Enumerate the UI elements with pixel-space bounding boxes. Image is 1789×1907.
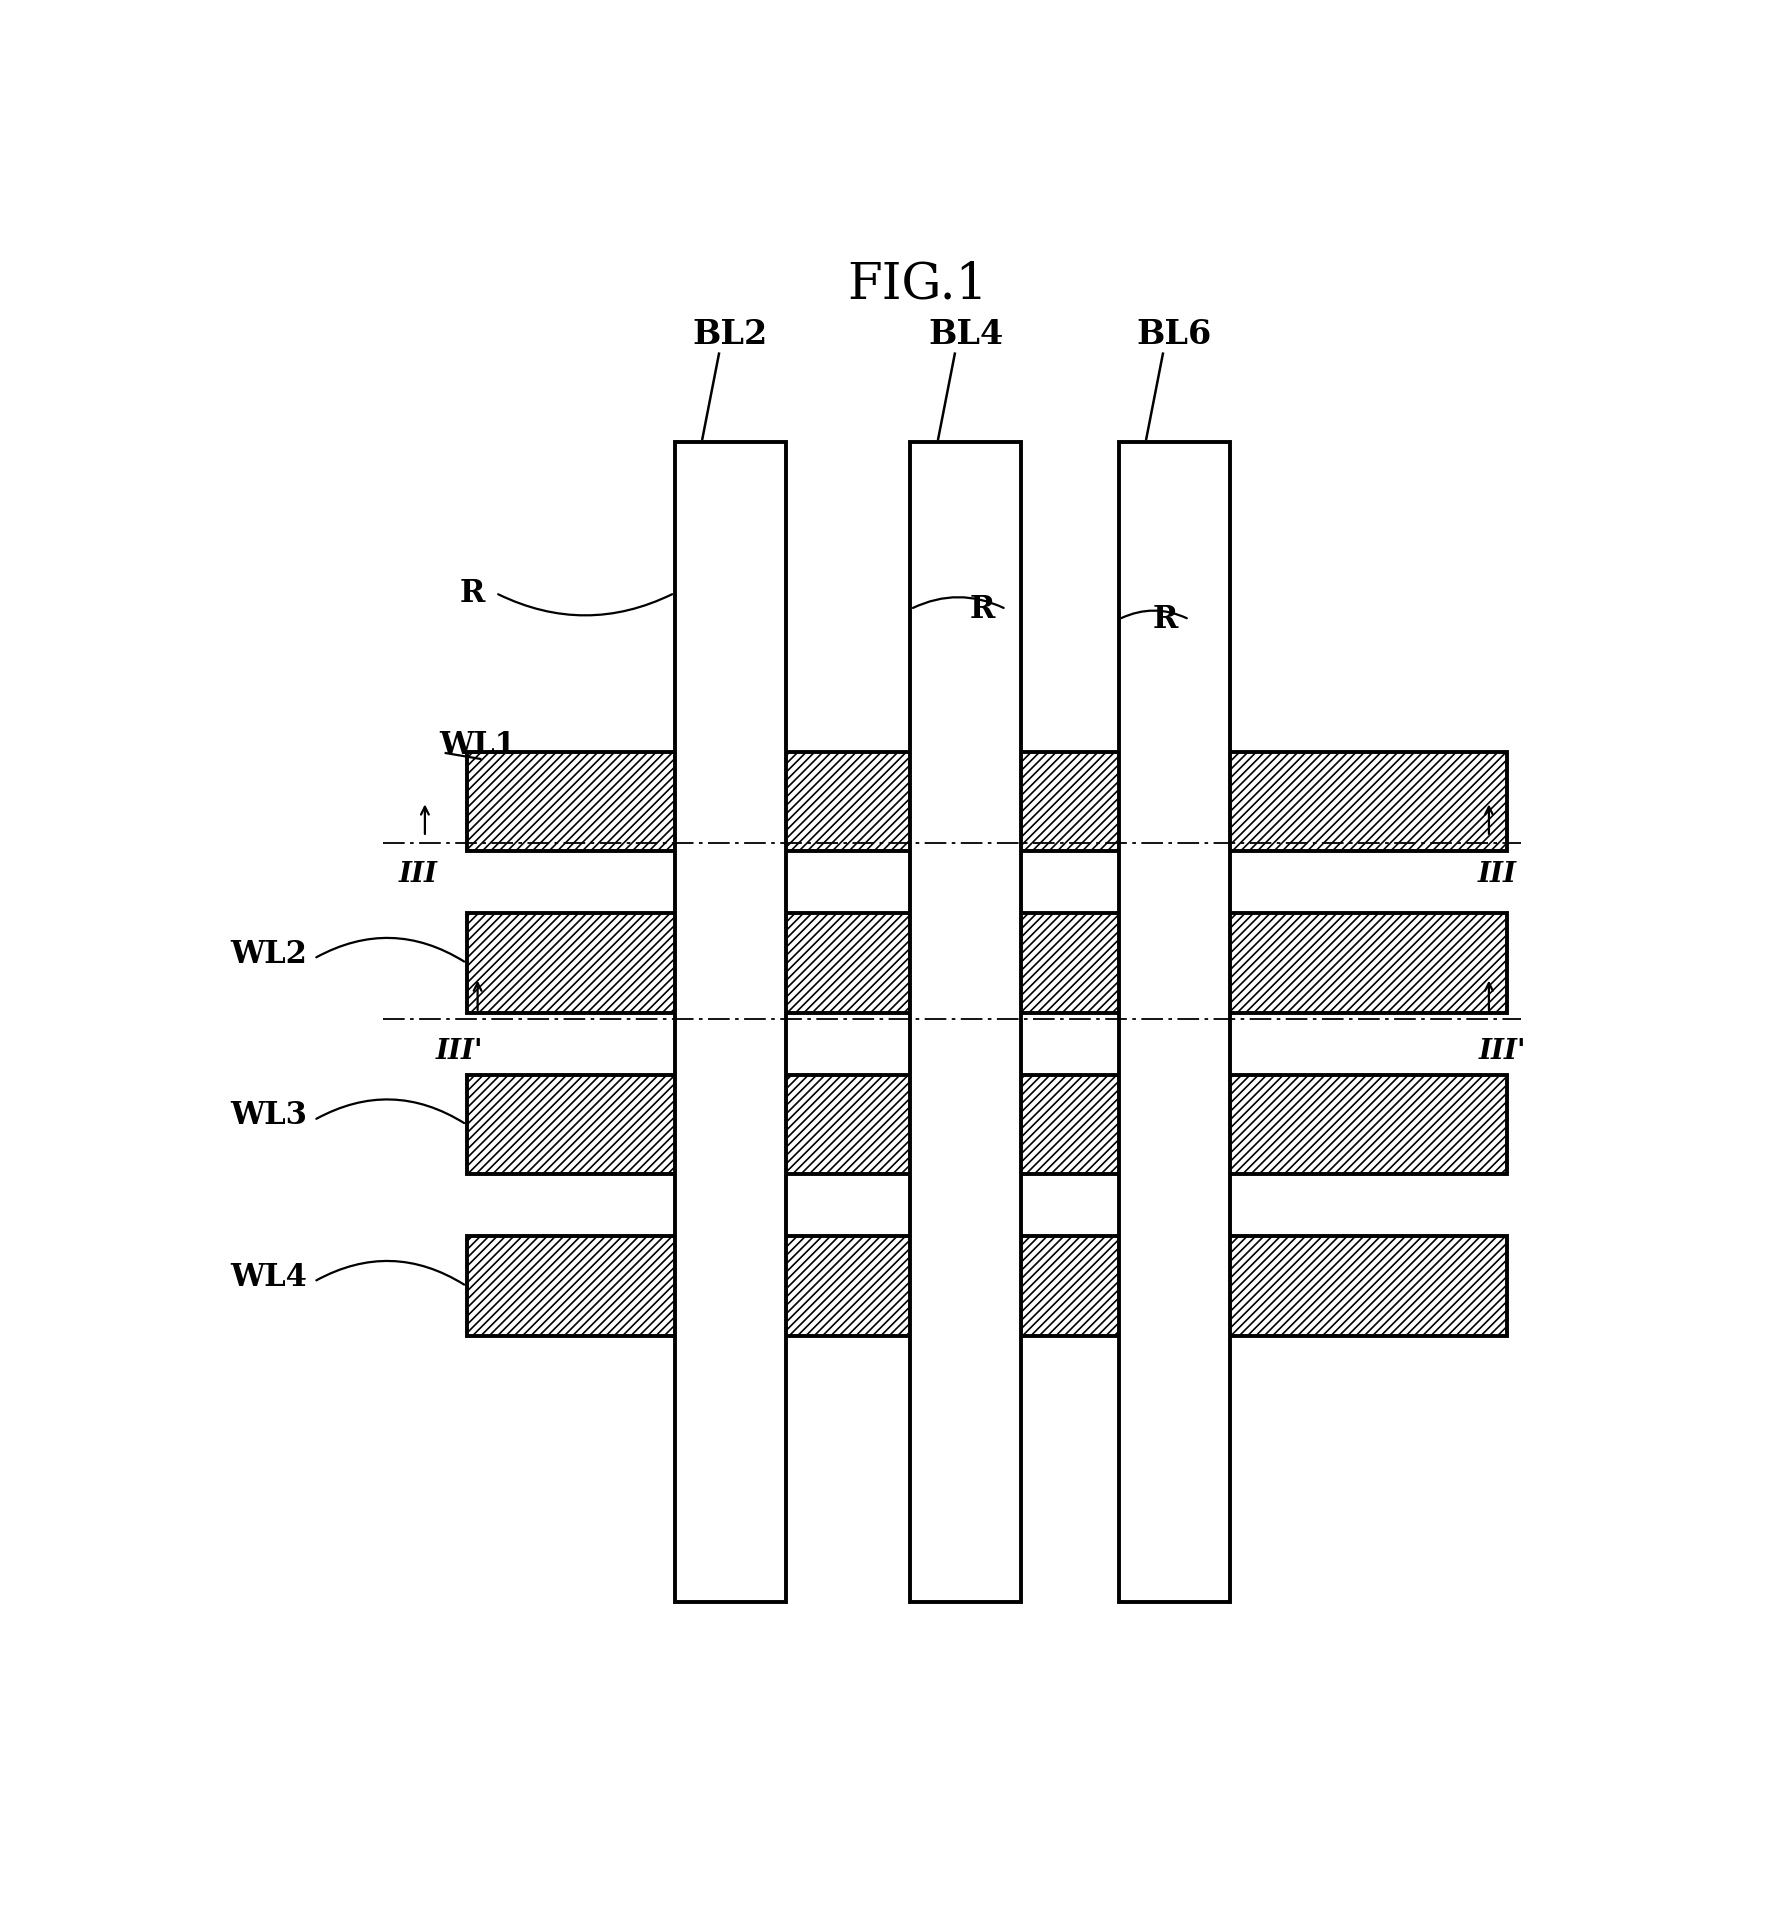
- Text: BL2: BL2: [692, 318, 767, 351]
- Bar: [467, 1076, 1506, 1175]
- Bar: [1118, 442, 1229, 1602]
- Bar: [911, 442, 1022, 1602]
- Bar: [467, 1236, 1506, 1337]
- Text: III: III: [399, 862, 437, 889]
- Text: WL1: WL1: [438, 730, 515, 761]
- Text: R: R: [460, 578, 485, 608]
- Text: R: R: [970, 593, 995, 625]
- Bar: [674, 442, 785, 1602]
- Text: WL2: WL2: [231, 938, 308, 971]
- Text: BL4: BL4: [928, 318, 1004, 351]
- Text: III': III': [1478, 1037, 1526, 1064]
- Text: WL4: WL4: [231, 1262, 308, 1293]
- Text: BL6: BL6: [1136, 318, 1211, 351]
- Bar: [467, 913, 1506, 1013]
- Text: R: R: [1152, 605, 1177, 635]
- Text: FIG.1: FIG.1: [846, 259, 988, 309]
- Text: III: III: [1478, 862, 1515, 889]
- Bar: [467, 751, 1506, 851]
- Text: III': III': [435, 1037, 483, 1064]
- Text: WL3: WL3: [229, 1100, 308, 1131]
